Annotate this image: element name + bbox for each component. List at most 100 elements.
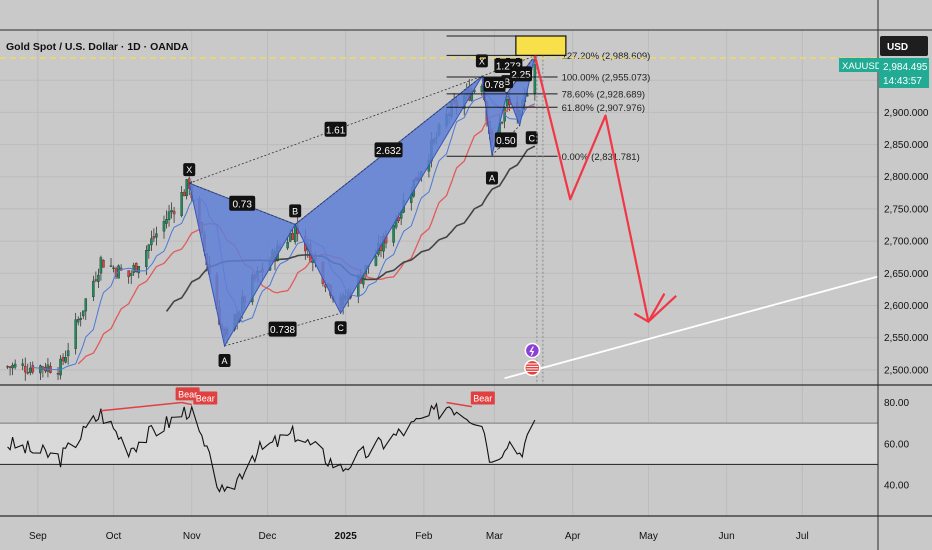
ratio-label-small-abc: 0.50 <box>496 136 516 147</box>
rsi-divergence-line <box>100 401 182 412</box>
candle <box>150 238 153 246</box>
pattern-point-label: X <box>186 165 192 175</box>
rsi-band-fill <box>0 423 878 465</box>
candle <box>180 192 183 216</box>
pattern-small-point-label: C <box>528 133 535 143</box>
time-tick-label: Feb <box>415 531 433 542</box>
candle <box>39 365 42 374</box>
candle <box>61 357 65 362</box>
rsi-pane <box>7 387 536 493</box>
candle <box>145 250 148 267</box>
ratio-label-small-xab: 0.78 <box>485 80 505 91</box>
candle <box>505 99 509 107</box>
rsi-tick-label: 60.00 <box>884 439 909 450</box>
time-tick-label: Jun <box>719 531 735 542</box>
pattern-small-point-label: B <box>504 77 510 87</box>
currency-button[interactable] <box>880 36 928 56</box>
pattern-small-point-badge <box>525 131 538 145</box>
price-tick-label: 2,750.000 <box>884 204 929 215</box>
candle <box>66 350 70 357</box>
ratio-label-abc: 0.738 <box>270 325 295 336</box>
time-tick-label: May <box>639 531 658 542</box>
price-tick-label: 2,650.000 <box>884 269 929 280</box>
price-tick-label: 2,550.000 <box>884 333 929 344</box>
prz-box <box>515 35 567 56</box>
ratio-badge <box>324 121 347 137</box>
pattern-small-point-label: X <box>479 56 485 66</box>
ratio-label-small-xad: 1.273 <box>496 62 521 73</box>
ma-short-line <box>32 94 536 371</box>
time-tick-label: 2025 <box>335 531 358 542</box>
ratio-badge <box>229 195 256 211</box>
currency-button-label: USD <box>887 42 908 53</box>
candle <box>170 210 173 213</box>
price-tick-label: 2,800.000 <box>884 172 929 183</box>
event-icons[interactable] <box>524 342 541 377</box>
rsi-tick-label: 40.00 <box>884 481 909 492</box>
fib-level-label: 127.20% (2,988.609) <box>562 51 651 62</box>
rsi-bear-label: Bear <box>473 393 492 403</box>
chart-title: Gold Spot / U.S. Dollar · 1D · OANDA <box>6 41 189 53</box>
candle <box>132 264 135 273</box>
candle <box>155 233 158 238</box>
candle <box>134 262 138 273</box>
candle <box>26 372 30 374</box>
candle <box>97 274 100 282</box>
candle <box>84 298 88 312</box>
pattern-point-label: B <box>292 206 298 216</box>
candle <box>8 366 12 368</box>
candle <box>286 242 289 249</box>
event-earnings-icon <box>524 342 541 359</box>
candle <box>127 270 130 278</box>
candle <box>82 310 85 317</box>
candle <box>291 233 294 240</box>
event-economic-icon <box>524 359 541 377</box>
ratio-badge <box>483 76 506 92</box>
pattern-small-point-badge <box>485 171 498 185</box>
candle <box>374 255 378 266</box>
pattern-point-label-badge <box>183 163 196 177</box>
fib-level-label: 78.60% (2,928.689) <box>562 89 645 100</box>
fib-level-label: 61.80% (2,907.976) <box>562 103 645 114</box>
time-tick-label: Apr <box>565 531 581 542</box>
candle <box>11 364 14 369</box>
pattern-small-point-label: A <box>489 174 495 184</box>
price-tick-label: 2,700.000 <box>884 237 929 248</box>
pattern-point-label: A <box>222 356 228 366</box>
candle <box>162 221 166 232</box>
support-trend-line <box>504 275 879 380</box>
symbol-tag-label: XAUUSD <box>842 61 882 72</box>
ratio-label-bcd: 2.632 <box>376 146 401 157</box>
candle <box>46 364 50 372</box>
rsi-bear-label: Bear <box>196 393 215 403</box>
forecast-arrow-head <box>633 293 666 324</box>
time-tick-label: Oct <box>106 531 122 542</box>
time-tick-label: Jul <box>796 531 809 542</box>
candle <box>21 363 24 366</box>
time-tick-label: Nov <box>183 531 201 542</box>
forecast-line <box>533 55 677 323</box>
ratio-badge <box>268 321 297 337</box>
last-price: 2,984.495 <box>883 62 928 73</box>
price-tick-label: 2,900.000 <box>884 108 929 119</box>
candle <box>64 357 67 363</box>
candle <box>152 236 156 239</box>
ratio-badge <box>374 142 403 158</box>
pattern-point-label-badge <box>218 354 231 368</box>
candle <box>13 363 17 368</box>
price-tick-label: 2,600.000 <box>884 301 929 312</box>
ratio-label-xab: 0.73 <box>232 199 252 210</box>
rsi-divergence-line <box>446 401 472 408</box>
candle <box>99 257 103 274</box>
fib-level-label: 100.00% (2,955.073) <box>562 72 651 83</box>
candle <box>59 358 62 376</box>
candle <box>74 319 77 349</box>
ma-medium-line <box>77 105 535 365</box>
candle <box>137 266 141 274</box>
candle <box>147 244 151 251</box>
last-price-tag <box>879 58 929 88</box>
candle <box>480 85 484 92</box>
